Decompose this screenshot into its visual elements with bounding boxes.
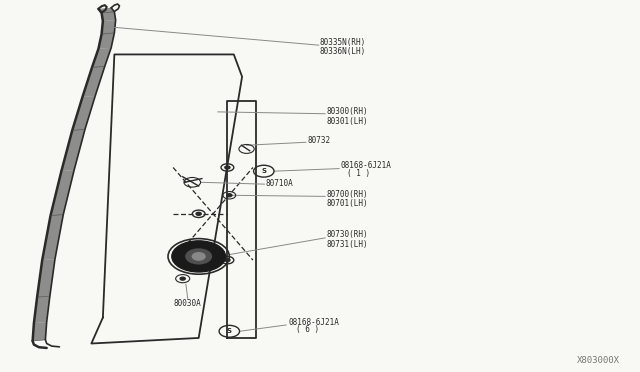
Circle shape (172, 241, 225, 272)
Text: 80731(LH): 80731(LH) (326, 240, 368, 249)
Text: ( 1 ): ( 1 ) (348, 169, 371, 177)
Circle shape (186, 249, 211, 264)
Circle shape (196, 212, 201, 215)
Text: 80710A: 80710A (266, 179, 294, 187)
Circle shape (225, 166, 230, 169)
Polygon shape (102, 20, 116, 34)
Polygon shape (51, 170, 74, 216)
Polygon shape (72, 96, 95, 131)
Text: 80732: 80732 (307, 136, 330, 145)
Text: 08168-6J21A: 08168-6J21A (340, 161, 391, 170)
Polygon shape (34, 296, 50, 323)
Text: ( 6 ): ( 6 ) (296, 325, 319, 334)
Text: 08168-6J21A: 08168-6J21A (288, 318, 339, 327)
Polygon shape (92, 48, 111, 67)
Polygon shape (61, 129, 85, 171)
Text: 80700(RH): 80700(RH) (326, 190, 368, 199)
Text: X803000X: X803000X (577, 356, 620, 365)
Polygon shape (37, 259, 55, 297)
Polygon shape (99, 33, 115, 49)
Polygon shape (102, 12, 116, 21)
Polygon shape (83, 66, 105, 97)
Text: 80300(RH): 80300(RH) (326, 108, 368, 116)
Polygon shape (42, 215, 63, 260)
Text: 80336N(LH): 80336N(LH) (320, 47, 366, 56)
Text: S: S (227, 328, 232, 334)
Text: S: S (261, 168, 266, 174)
Circle shape (192, 253, 205, 260)
Polygon shape (33, 322, 47, 341)
Circle shape (227, 194, 232, 197)
Circle shape (225, 259, 230, 262)
Polygon shape (99, 8, 115, 13)
Text: 80301(LH): 80301(LH) (326, 117, 368, 126)
Text: 80701(LH): 80701(LH) (326, 199, 368, 208)
Circle shape (180, 277, 185, 280)
Text: 80030A: 80030A (173, 299, 201, 308)
Text: 80335N(RH): 80335N(RH) (320, 38, 366, 47)
Text: 80730(RH): 80730(RH) (326, 230, 368, 240)
